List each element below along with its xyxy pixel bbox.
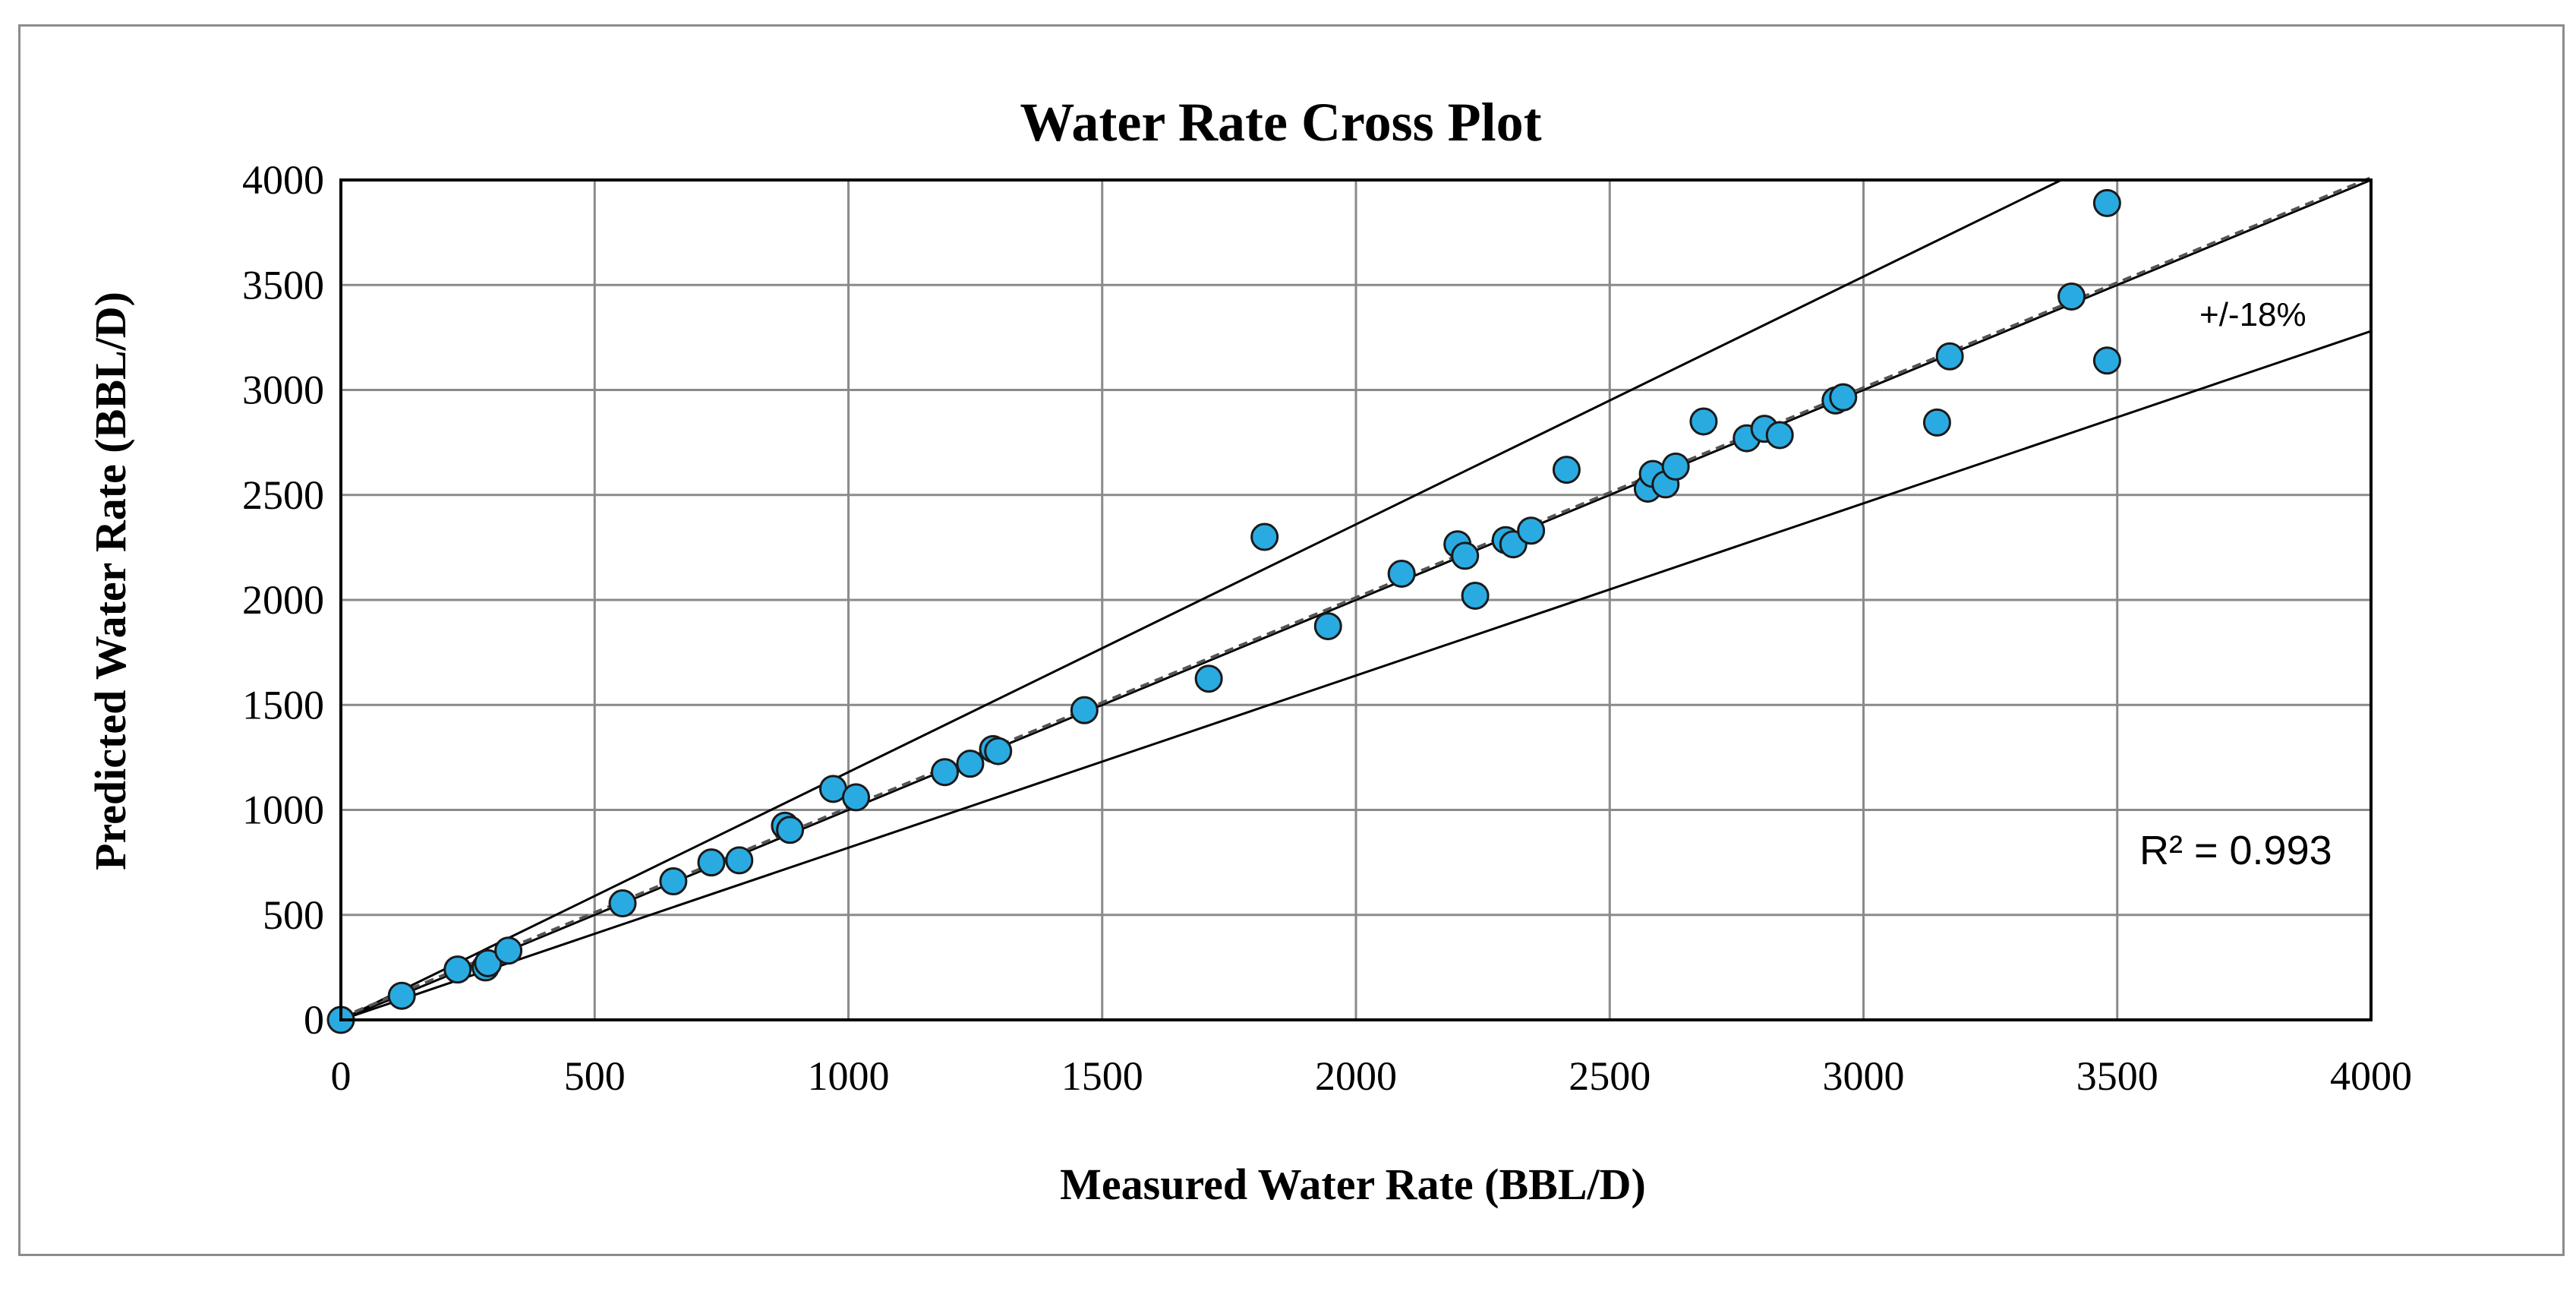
data-point: [1517, 516, 1546, 545]
x-tick-label: 2000: [1315, 1053, 1397, 1099]
r-squared-annotation: R² = 0.993: [2139, 828, 2332, 873]
data-point: [1387, 559, 1416, 588]
data-point: [725, 846, 754, 875]
y-tick-label: 3000: [242, 368, 324, 413]
data-point: [1070, 696, 1099, 724]
data-point: [494, 936, 523, 965]
data-point: [1313, 612, 1342, 641]
data-point: [1935, 342, 1964, 371]
x-tick-label: 4000: [2330, 1053, 2412, 1099]
data-point: [2092, 188, 2121, 217]
x-tick-label: 1000: [808, 1053, 890, 1099]
chart-svg: Water Rate Cross Plot 0 500 1000 1500 2000 25…: [86, 92, 2413, 1209]
data-point: [776, 816, 805, 844]
data-point: [1765, 421, 1794, 450]
reference-line--18-: [340, 330, 2372, 1021]
data-point: [1461, 581, 1490, 610]
reference-line--18-: [340, 178, 2062, 1021]
data-point: [1661, 452, 1690, 481]
data-point: [659, 867, 688, 896]
data-point: [984, 737, 1013, 765]
y-axis-label: Predicted Water Rate (BBL/D): [86, 292, 135, 870]
data-point: [474, 949, 503, 977]
x-tick-label: 500: [564, 1053, 626, 1099]
data-point: [1194, 664, 1223, 693]
y-tick-label: 2000: [242, 577, 324, 623]
plot-border: [339, 178, 2373, 1021]
x-tick-label: 2500: [1569, 1053, 1651, 1099]
data-point: [2057, 282, 2086, 311]
data-point: [608, 889, 637, 918]
x-tick-label: 1500: [1061, 1053, 1143, 1099]
y-tick-label: 1000: [242, 788, 324, 833]
data-point: [956, 750, 985, 778]
data-point: [1689, 407, 1718, 436]
data-points: [326, 188, 2121, 1034]
data-point: [697, 848, 726, 877]
data-point: [1451, 541, 1480, 570]
data-point: [1829, 383, 1858, 412]
x-tick-labels: 0 500 1000 1500 2000 2500 3000 3500 4000: [331, 1053, 2413, 1099]
data-point: [443, 955, 472, 984]
x-axis-label: Measured Water Rate (BBL/D): [1060, 1160, 1646, 1209]
data-point: [931, 758, 960, 787]
band-annotation: +/-18%: [2199, 296, 2306, 333]
y-tick-label: 0: [304, 997, 324, 1043]
y-tick-label: 2500: [242, 472, 324, 518]
data-point: [1250, 522, 1279, 551]
data-point: [1552, 456, 1581, 485]
data-point: [2092, 346, 2121, 375]
y-tick-labels: 0 500 1000 1500 2000 2500 3000 3500 4000: [242, 157, 324, 1043]
x-tick-label: 3500: [2076, 1053, 2158, 1099]
y-tick-label: 3500: [242, 262, 324, 308]
chart-frame: Water Rate Cross Plot 0 500 1000 1500 2000 25…: [18, 24, 2565, 1256]
chart-title: Water Rate Cross Plot: [1020, 92, 1541, 153]
y-tick-label: 500: [263, 892, 324, 938]
data-point: [1922, 408, 1951, 437]
data-point: [387, 981, 416, 1010]
y-tick-label: 4000: [242, 157, 324, 203]
y-tick-label: 1500: [242, 682, 324, 728]
data-point: [842, 783, 871, 812]
x-tick-label: 3000: [1823, 1053, 1905, 1099]
x-tick-label: 0: [331, 1053, 352, 1099]
